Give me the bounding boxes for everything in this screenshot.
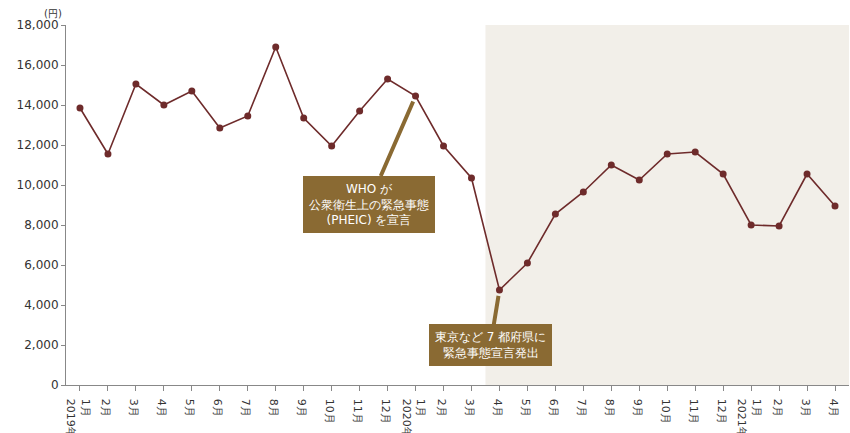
svg-text:東京など 7 都府県に緊急事態宣言発出: 東京など 7 都府県に緊急事態宣言発出 xyxy=(435,330,546,360)
svg-text:2月: 2月 xyxy=(771,399,784,417)
svg-text:5月: 5月 xyxy=(519,399,532,417)
svg-text:4,000: 4,000 xyxy=(24,298,58,312)
svg-text:8,000: 8,000 xyxy=(24,218,58,232)
svg-text:2月: 2月 xyxy=(435,399,448,417)
svg-text:6月: 6月 xyxy=(211,399,224,417)
svg-text:7月: 7月 xyxy=(575,399,588,417)
svg-text:3月: 3月 xyxy=(799,399,812,417)
svg-text:8月: 8月 xyxy=(603,399,616,417)
svg-text:7月: 7月 xyxy=(239,399,252,417)
svg-text:16,000: 16,000 xyxy=(17,58,59,72)
svg-text:0: 0 xyxy=(51,378,59,392)
svg-text:12月: 12月 xyxy=(379,399,392,424)
svg-text:14,000: 14,000 xyxy=(17,98,59,112)
svg-text:12月: 12月 xyxy=(715,399,728,424)
svg-text:3月: 3月 xyxy=(463,399,476,417)
svg-text:4月: 4月 xyxy=(155,399,168,417)
svg-text:1月2021年: 1月2021年 xyxy=(735,399,762,433)
svg-text:(円): (円) xyxy=(44,8,62,19)
svg-text:3月: 3月 xyxy=(127,399,140,417)
svg-text:1月2019年: 1月2019年 xyxy=(64,399,91,433)
svg-text:9月: 9月 xyxy=(295,399,308,417)
svg-text:4月: 4月 xyxy=(827,399,840,417)
svg-text:10月: 10月 xyxy=(323,399,336,424)
svg-text:6月: 6月 xyxy=(547,399,560,417)
svg-text:6,000: 6,000 xyxy=(24,258,58,272)
svg-text:11月: 11月 xyxy=(687,399,700,424)
svg-text:11月: 11月 xyxy=(351,399,364,424)
svg-text:12,000: 12,000 xyxy=(17,138,59,152)
svg-text:8月: 8月 xyxy=(267,399,280,417)
svg-text:2,000: 2,000 xyxy=(24,338,58,352)
svg-text:18,000: 18,000 xyxy=(17,18,59,32)
svg-text:WHO が公衆衛生上の緊急事態(PHEIC) を宣言: WHO が公衆衛生上の緊急事態(PHEIC) を宣言 xyxy=(309,182,429,227)
svg-text:10,000: 10,000 xyxy=(17,178,59,192)
svg-text:5月: 5月 xyxy=(183,399,196,417)
svg-text:10月: 10月 xyxy=(659,399,672,424)
svg-text:9月: 9月 xyxy=(631,399,644,417)
svg-text:2月: 2月 xyxy=(99,399,112,417)
svg-text:4月: 4月 xyxy=(491,399,504,417)
svg-text:1月2020年: 1月2020年 xyxy=(400,399,427,433)
